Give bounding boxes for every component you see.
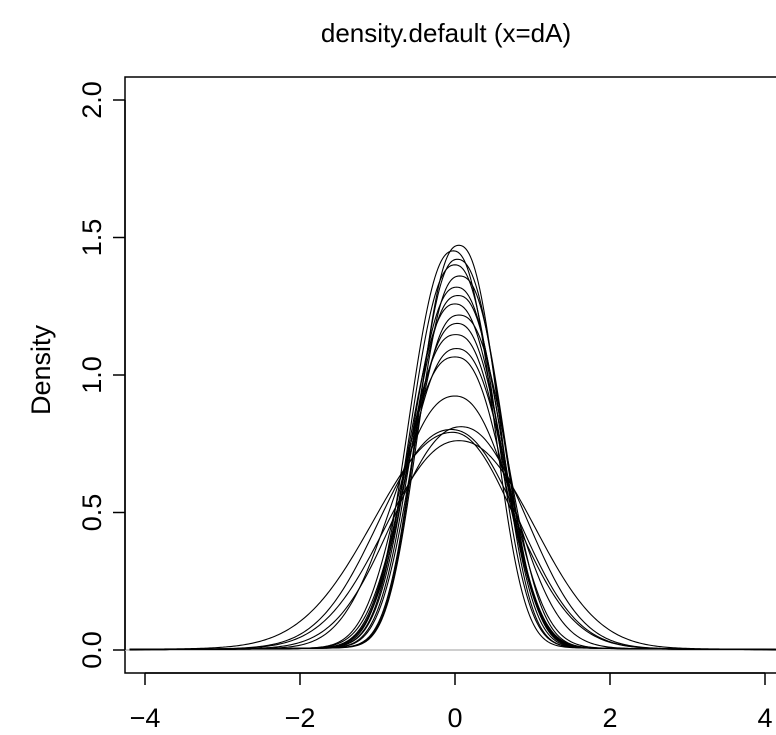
density-curve-17 [129, 431, 776, 650]
y-tick-label: 0.0 [77, 631, 107, 669]
x-tick-label: −4 [130, 703, 161, 733]
density-curve-18 [129, 440, 776, 650]
chart-title: density.default (x=dA) [321, 18, 571, 48]
y-tick-label: 1.0 [77, 356, 107, 394]
density-curve-13 [129, 356, 776, 651]
density-curve-14 [129, 395, 776, 651]
density-curve-12 [129, 347, 776, 651]
density-curve-5 [129, 275, 776, 651]
density-curve-2 [129, 250, 776, 651]
x-tick-label: −2 [285, 703, 316, 733]
density-curve-11 [129, 334, 776, 651]
y-axis-label: Density [26, 324, 56, 415]
density-curve-15 [129, 426, 776, 650]
density-curves [125, 244, 776, 651]
x-tick-label: 0 [447, 703, 462, 733]
density-curve-6 [129, 286, 776, 651]
density-curve-1 [129, 244, 776, 651]
density-curve-8 [129, 303, 776, 651]
y-tick-label: 2.0 [77, 81, 107, 119]
x-tick-label: 2 [602, 703, 617, 733]
density-curve-4 [129, 264, 776, 651]
y-tick-label: 0.5 [77, 494, 107, 532]
x-axis: −4 −2 0 2 4 [130, 672, 773, 733]
y-axis: 0.0 0.5 1.0 1.5 2.0 [77, 81, 126, 669]
density-curve-3 [129, 258, 776, 651]
x-tick-label: 4 [757, 703, 772, 733]
density-curve-10 [129, 322, 776, 651]
density-curve-16 [129, 428, 776, 650]
plot-box [124, 76, 776, 674]
y-tick-label: 1.5 [77, 219, 107, 257]
density-curve-9 [129, 314, 776, 651]
